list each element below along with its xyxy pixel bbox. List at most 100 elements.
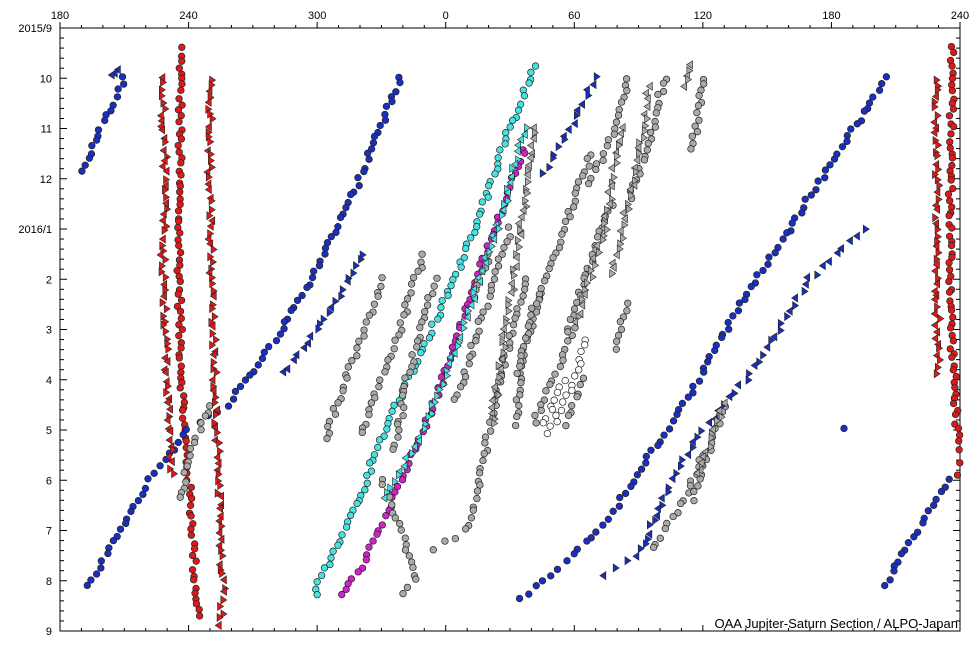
data-point [654, 90, 662, 99]
data-point-triangle [162, 104, 170, 114]
data-point [376, 376, 384, 384]
data-point-triangle [679, 455, 687, 465]
data-point [448, 343, 457, 351]
data-point-triangle [463, 312, 471, 322]
data-point-triangle [694, 432, 702, 442]
data-point-triangle [931, 266, 938, 276]
data-point-triangle [213, 410, 220, 420]
data-point [407, 280, 416, 288]
data-point [531, 411, 539, 420]
data-point [570, 550, 578, 558]
data-point [878, 80, 886, 88]
data-point-triangle [555, 142, 563, 152]
data-point-triangle [159, 261, 166, 271]
data-point-triangle [514, 235, 522, 245]
data-point [317, 571, 326, 580]
data-point-triangle [210, 286, 218, 296]
data-point [450, 395, 458, 403]
data-point-triangle [646, 520, 654, 530]
data-point [860, 107, 869, 115]
data-point [564, 328, 572, 336]
data-point [642, 452, 650, 461]
data-point [490, 275, 499, 283]
data-point-triangle [633, 155, 641, 165]
data-point-triangle [614, 151, 622, 161]
data-point [382, 102, 391, 110]
data-point [174, 141, 182, 150]
data-point-triangle [931, 102, 939, 112]
data-point-triangle [219, 568, 227, 578]
data-point [765, 253, 773, 261]
data-point-triangle [933, 254, 941, 264]
data-point-triangle [937, 314, 945, 324]
data-point-triangle [220, 609, 228, 619]
data-point [779, 235, 787, 243]
data-point [353, 499, 361, 508]
data-point [522, 334, 530, 342]
data-point-triangle [158, 91, 166, 101]
data-point-triangle [935, 194, 943, 204]
data-point [190, 576, 198, 584]
data-point-triangle [208, 205, 216, 215]
data-point [190, 438, 199, 447]
data-point-triangle [600, 235, 607, 245]
data-point-triangle [604, 225, 611, 235]
data-point [686, 482, 695, 490]
data-point-triangle [211, 312, 219, 322]
data-point-triangle [392, 477, 400, 487]
data-point [475, 469, 484, 477]
data-point [229, 395, 238, 403]
data-point-triangle [604, 187, 611, 197]
data-point-triangle [380, 493, 388, 503]
data-point [647, 446, 655, 454]
data-point-triangle [205, 86, 213, 96]
data-point [303, 283, 311, 292]
data-point-triangle [209, 291, 217, 301]
data-point-triangle [476, 276, 483, 287]
data-point [948, 154, 957, 162]
data-point [363, 149, 372, 157]
data-point [511, 314, 519, 322]
data-point [178, 406, 187, 414]
data-point-triangle [550, 153, 558, 163]
data-point [514, 106, 523, 114]
data-point [78, 167, 86, 175]
data-point [327, 554, 335, 562]
data-point-triangle [159, 85, 166, 95]
data-point-triangle [332, 296, 340, 306]
data-point-triangle [338, 291, 346, 301]
data-point [272, 336, 281, 345]
data-point-triangle [514, 140, 522, 150]
data-point-triangle [546, 162, 554, 172]
data-point-triangle [561, 134, 569, 144]
data-point [561, 376, 569, 385]
data-point-triangle [539, 168, 547, 178]
data-point [186, 445, 195, 453]
data-point-triangle [215, 528, 223, 538]
data-point [617, 325, 626, 334]
data-point-triangle [642, 88, 649, 98]
data-point-triangle [750, 360, 758, 370]
data-point [771, 249, 779, 257]
data-point [527, 311, 535, 319]
data-point-triangle [279, 367, 287, 377]
data-point-triangle [505, 196, 512, 206]
data-point-triangle [162, 198, 169, 208]
data-point [543, 429, 551, 438]
data-point [953, 471, 962, 479]
data-point [487, 286, 495, 295]
data-point [182, 437, 190, 445]
data-point [788, 219, 796, 227]
data-point [462, 244, 470, 253]
data-point-triangle [596, 247, 604, 258]
data-point [174, 207, 183, 215]
data-point-triangle [934, 151, 942, 161]
data-point-triangle [163, 304, 171, 314]
data-point [919, 519, 927, 527]
data-point-triangle [488, 395, 496, 406]
data-point [467, 341, 475, 350]
data-point-triangle [488, 241, 496, 251]
data-point-triangle [617, 239, 625, 249]
data-point-triangle [852, 231, 860, 241]
